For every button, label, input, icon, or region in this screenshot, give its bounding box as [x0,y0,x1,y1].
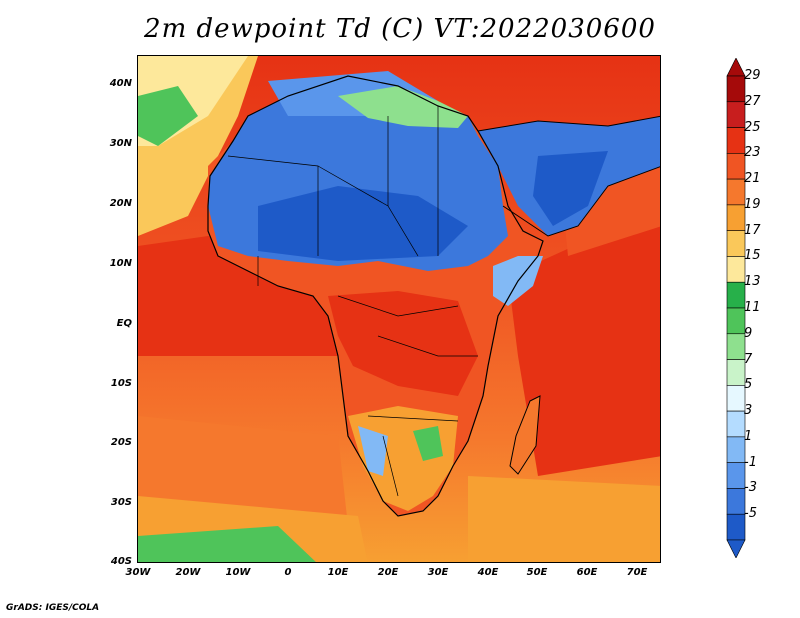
colorbar-segment [726,178,746,206]
y-tick-label: 20S [110,437,132,448]
colorbar [726,58,746,558]
colorbar-label: 29 [744,68,761,83]
dewpoint-map [137,55,661,563]
x-tick-label: 30W [125,567,151,578]
colorbar-segment [726,436,746,463]
colorbar-segment [726,75,746,103]
colorbar-segment [726,462,746,489]
colorbar-label: 23 [744,145,761,161]
colorbar-segment [726,333,746,360]
x-tick-label: 30E [427,567,449,578]
arabia-coastline [477,115,660,132]
colorbar-segment [726,204,746,231]
colorbar-segment [726,410,746,438]
colorbar-segment [726,359,746,386]
colorbar-label: 27 [744,93,761,109]
colorbar-label: 1 [744,428,753,444]
colorbar-label: 25 [744,119,761,135]
map-canvas [138,56,660,562]
chart-title: 2m dewpoint Td (C) VT:2022030600 [144,14,656,44]
colorbar-label: -1 [744,454,757,470]
colorbar-segment [726,101,746,128]
sahara-core-field [258,186,468,261]
y-tick-label: 40N [109,78,132,89]
red-sea-coastline [502,166,660,237]
colorbar-label: -3 [744,480,757,496]
colorbar-label: 15 [744,248,761,264]
x-tick-label: 10W [225,567,251,578]
indian-ocean-field [508,206,660,476]
arabia-core-field [533,151,608,226]
colorbar-label: 19 [744,196,761,212]
x-tick-label: 0 [284,567,292,578]
colorbar-label: 17 [744,222,761,238]
colorbar-segment [726,385,746,412]
colorbar-segment [726,153,746,180]
madagascar [509,395,541,475]
y-tick-label: 10N [109,258,132,269]
colorbar-label: 21 [744,171,761,187]
colorbar-segment [726,281,746,309]
y-tick-label: 20N [109,198,132,209]
country-borders [227,106,478,497]
tropical-atlantic-field [138,236,338,356]
y-tick-label: EQ [116,318,132,329]
colorbar-label: 11 [744,300,761,315]
colorbar-top-arrow [726,58,746,77]
colorbar-segment [726,307,746,335]
namibia-field [358,426,388,476]
x-tick-label: 70E [626,567,648,578]
colorbar-label: 5 [744,377,753,393]
y-tick-label: 30N [109,138,132,149]
mediterranean-field [338,86,468,128]
colorbar-label: 7 [744,351,753,367]
colorbar-label: 3 [744,403,753,419]
south-indian-field [468,476,660,562]
colorbar-segment [726,488,746,515]
x-tick-label: 20E [377,567,399,578]
colorbar-segment [726,230,746,257]
y-tick-label: 30S [110,497,132,508]
colorbar-label: 9 [744,325,753,341]
colorbar-segment [726,127,746,154]
botswana-field [413,426,443,461]
credit-text: GrADS: IGES/COLA [6,603,100,613]
x-tick-label: 20W [175,567,201,578]
x-tick-label: 10E [327,567,349,578]
southern-green-field [138,526,316,562]
x-tick-label: 60E [576,567,598,578]
x-tick-label: 40E [477,567,499,578]
north-atlantic-green-field [138,86,198,146]
x-tick-label: 50E [526,567,548,578]
central-africa-field [328,291,478,396]
y-tick-label: 10S [110,378,132,389]
colorbar-label: 13 [744,274,761,290]
colorbar-bottom-arrow [726,539,746,558]
africa-coastline [207,75,544,517]
colorbar-segment [726,256,746,283]
colorbar-label: -5 [744,506,757,522]
y-tick-label: 40S [110,556,132,567]
colorbar-segment [726,513,746,541]
